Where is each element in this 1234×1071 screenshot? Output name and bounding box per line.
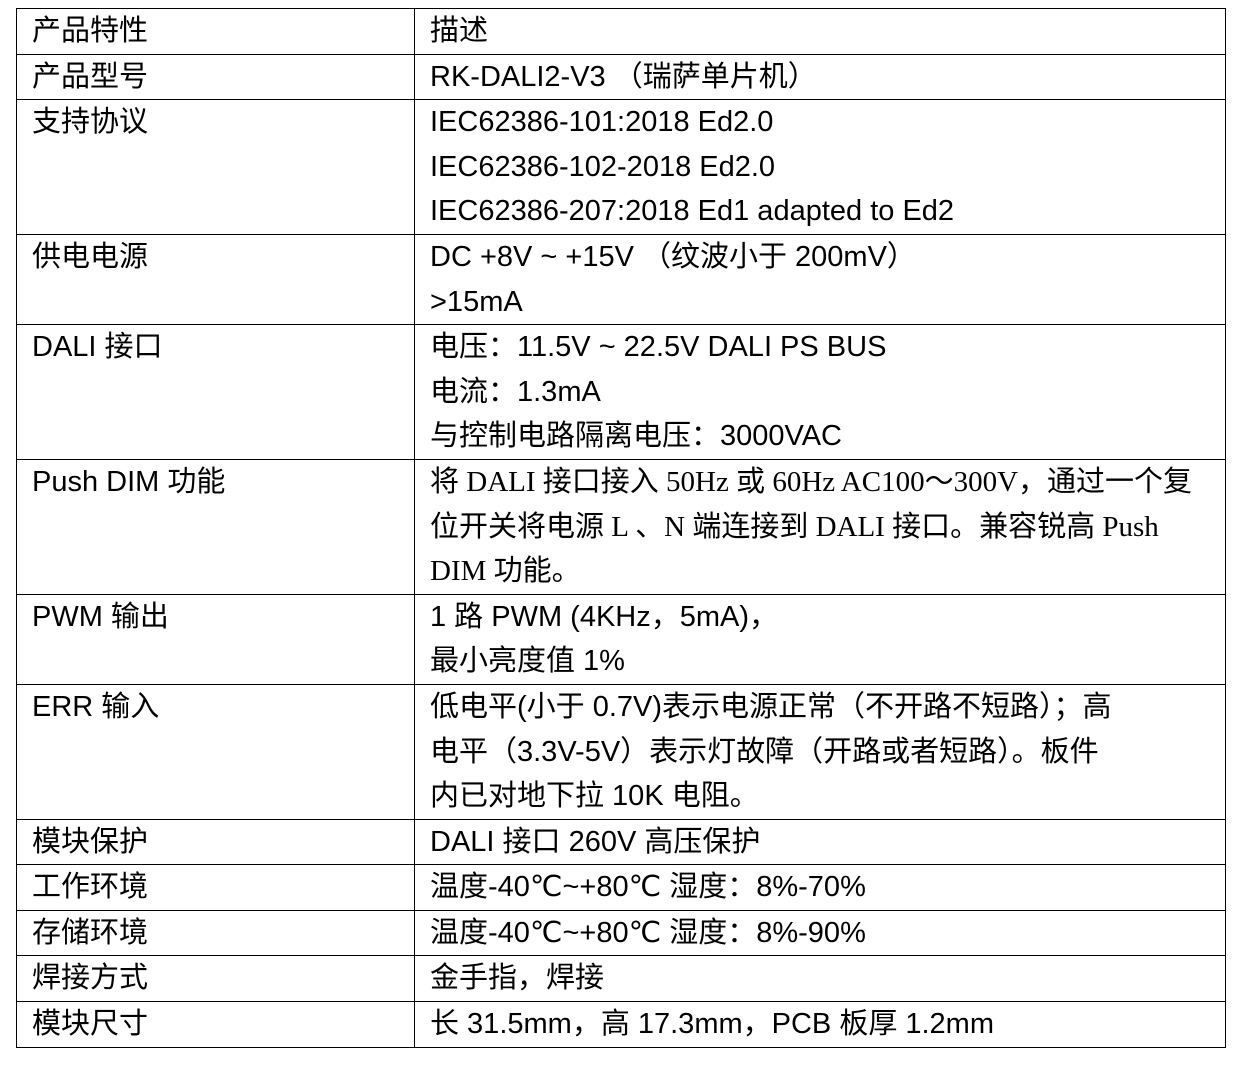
property-description: 将 DALI 接口接入 50Hz 或 60Hz AC100～300V，通过一个复… [414, 458, 1226, 595]
property-name: 工作环境 [16, 864, 415, 911]
description-line: 长 31.5mm，高 17.3mm，PCB 板厚 1.2mm [430, 1008, 994, 1041]
description-line: 位开关将电源 L 、N 端连接到 DALI 接口。兼容锐高 Push [430, 510, 1159, 543]
description-line: DALI 接口 260V 高压保护 [430, 825, 761, 858]
description-line: 与控制电路隔离电压：3000VAC [430, 420, 842, 453]
table-row: 存储环境 温度-40℃~+80℃ 湿度：8%-90% [16, 909, 1226, 957]
table-row: 焊接方式 金手指，焊接 [16, 955, 1226, 1003]
property-name: 存储环境 [16, 909, 415, 957]
description-line: 1 路 PWM (4KHz，5mA)， [430, 600, 779, 633]
spec-table: 产品特性 描述 产品型号 RK-DALI2-V3 （瑞萨单片机） 支持协议 IEC62… [16, 8, 1226, 1048]
property-name: 焊接方式 [16, 955, 415, 1003]
description-line: DC +8V ~ +15V （纹波小于 200mV） [430, 240, 916, 273]
description-line: 电平（3.3V-5V）表示灯故障（开路或者短路）。板件 [430, 735, 1099, 768]
property-name: 模块保护 [16, 818, 415, 866]
description-line: IEC62386-102-2018 Ed2.0 [430, 150, 776, 183]
table-row: DALI 接口 电压：11.5V ~ 22.5V DALI PS BUS 电流：1.… [16, 324, 1226, 460]
table-row: 模块尺寸长 31.5mm，高 17.3mm，PCB 板厚 1.2mm [16, 1001, 1226, 1048]
description-line: 最小亮度值 1% [430, 645, 625, 678]
property-description: 温度-40℃~+80℃ 湿度：8%-70% [414, 864, 1226, 911]
property-name: Push DIM 功能 [16, 458, 415, 595]
property-description: 电压：11.5V ~ 22.5V DALI PS BUS 电流：1.3mA 与控制电… [414, 324, 1226, 460]
property-name: 模块尺寸 [16, 1001, 415, 1048]
description-line: IEC62386-207:2018 Ed1 adapted to Ed2 [430, 195, 955, 228]
description-line: RK-DALI2-V3 （瑞萨单片机） [430, 60, 817, 93]
property-name: 产品型号 [16, 53, 415, 101]
description-line: 电压：11.5V ~ 22.5V DALI PS BUS [430, 331, 887, 364]
description-line: 电流：1.3mA [430, 375, 601, 408]
header-row: 产品特性 描述 [16, 8, 1226, 55]
table-row: Push DIM 功能将 DALI 接口接入 50Hz 或 60Hz AC100… [16, 458, 1226, 595]
property-description: IEC62386-101:2018 Ed2.0 IEC62386-102-2018… [414, 99, 1226, 235]
description-line: 低电平(小于 0.7V)表示电源正常（不开路不短路）；高 [430, 690, 1112, 723]
description-line: 内已对地下拉 10K 电阻。 [430, 780, 759, 813]
property-description: 金手指，焊接 [414, 955, 1226, 1003]
property-description: 1 路 PWM (4KHz，5mA)， 最小亮度值 1% [414, 593, 1226, 685]
table-row: 产品型号 RK-DALI2-V3 （瑞萨单片机） [16, 53, 1226, 101]
table-row: 支持协议 IEC62386-101:2018 Ed2.0 IEC62386-102-… [16, 99, 1226, 235]
description-line: 金手指，焊接 [430, 962, 605, 995]
property-name: PWM 输出 [16, 593, 415, 685]
header-key: 产品特性 [16, 8, 415, 55]
table-row: 工作环境 温度-40℃~+80℃ 湿度：8%-70% [16, 864, 1226, 911]
description-line: DIM 功能。 [430, 555, 581, 588]
table-row: ERR 输入 低电平(小于 0.7V)表示电源正常（不开路不短路）；高 电平（3.3… [16, 683, 1226, 820]
table-row: 模块保护 DALI 接口 260V 高压保护 [16, 818, 1226, 866]
property-description: 低电平(小于 0.7V)表示电源正常（不开路不短路）；高 电平（3.3V-5V）表… [414, 683, 1226, 820]
description-line: IEC62386-101:2018 Ed2.0 [430, 106, 774, 139]
property-description: DC +8V ~ +15V （纹波小于 200mV） >15mA [414, 233, 1226, 326]
table-row: 供电电源 DC +8V ~ +15V （纹波小于 200mV） >15mA [16, 233, 1226, 326]
property-name: ERR 输入 [16, 683, 415, 820]
header-value: 描述 [414, 8, 1226, 55]
property-description: 温度-40℃~+80℃ 湿度：8%-90% [414, 909, 1226, 957]
property-description: 长 31.5mm，高 17.3mm，PCB 板厚 1.2mm [414, 1001, 1226, 1048]
property-description: DALI 接口 260V 高压保护 [414, 818, 1226, 866]
property-name: 供电电源 [16, 233, 415, 326]
description-line: >15mA [430, 285, 523, 318]
property-name: 支持协议 [16, 99, 415, 235]
property-name: DALI 接口 [16, 324, 415, 460]
description-line: 温度-40℃~+80℃ 湿度：8%-70% [430, 871, 866, 904]
property-description: RK-DALI2-V3 （瑞萨单片机） [414, 53, 1226, 101]
description-line: 将 DALI 接口接入 50Hz 或 60Hz AC100～300V，通过一个复 [430, 465, 1193, 498]
description-line: 温度-40℃~+80℃ 湿度：8%-90% [430, 916, 866, 949]
table-row: PWM 输出 1 路 PWM (4KHz，5mA)， 最小亮度值 1% [16, 593, 1226, 685]
